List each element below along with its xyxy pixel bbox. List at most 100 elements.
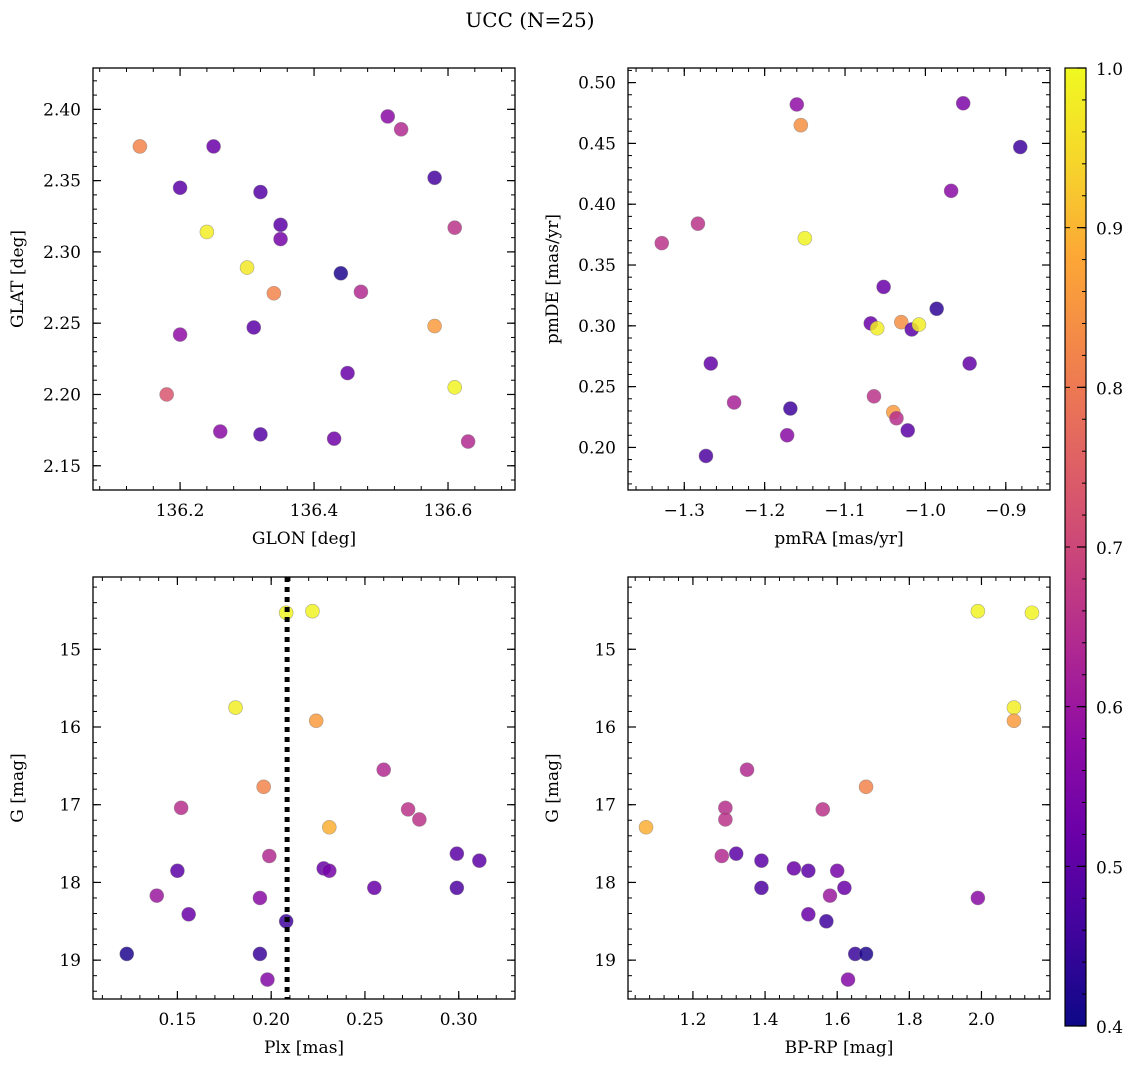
- scatter-point: [869, 320, 885, 336]
- scatter-point: [698, 448, 714, 464]
- scatter-point: [367, 880, 382, 896]
- scatter-point: [427, 170, 442, 186]
- x-axis-label: GLON [deg]: [252, 529, 356, 549]
- scatter-point: [449, 880, 465, 896]
- scatter-point: [837, 880, 852, 896]
- minor-ticks: [628, 577, 1050, 999]
- scatter-points: [132, 109, 476, 449]
- scatter-point: [132, 139, 148, 154]
- scatter-point: [447, 380, 463, 395]
- scatter-point: [779, 427, 795, 443]
- colorbar-tick-label: 0.8: [1096, 379, 1123, 399]
- y-tick-label: 0.20: [578, 438, 616, 458]
- scatter-point: [119, 946, 135, 962]
- y-tick-label: 2.25: [43, 314, 81, 334]
- minor-ticks: [93, 68, 515, 490]
- scatter-point: [1012, 139, 1028, 155]
- scatter-point: [754, 880, 769, 896]
- scatter-point: [970, 890, 986, 906]
- y-tick-label: 0.50: [578, 74, 616, 94]
- plot-frame: [92, 67, 516, 491]
- scatter-point: [447, 220, 463, 235]
- scatter-point: [308, 713, 324, 729]
- scatter-point: [955, 95, 971, 111]
- scatter-point: [819, 913, 834, 929]
- y-tick-label: 2.15: [43, 457, 81, 477]
- colorbar: 0.4 0.5 0.6 0.7 0.8 0.9 1.0: [1064, 60, 1123, 1038]
- colorbar-tick-label: 0.6: [1096, 699, 1123, 719]
- scatter-point: [199, 224, 215, 240]
- scatter-point: [333, 265, 349, 281]
- x-tick-label: 1.6: [824, 1010, 851, 1030]
- scatter-point: [728, 846, 744, 861]
- scatter-point: [1006, 713, 1022, 729]
- scatter-point: [858, 946, 874, 962]
- panel-1: 136.2 136.4 136.6 2.15 2.20 2.25 2.30 2.35 2.40 G…: [8, 67, 516, 549]
- x-tick-label: 1.2: [679, 1010, 706, 1030]
- plot-frame: [627, 576, 1051, 1000]
- y-tick-label: 16: [59, 718, 81, 738]
- x-axis-label: Plx [mas]: [264, 1038, 344, 1058]
- scatter-point: [783, 401, 798, 416]
- y-axis-label: GLAT [deg]: [8, 230, 28, 328]
- x-tick-label: 0.20: [252, 1010, 290, 1030]
- x-tick-label: 1.4: [752, 1010, 779, 1030]
- scatter-point: [754, 853, 769, 868]
- y-tick-label: 15: [59, 640, 81, 660]
- scatter-point: [718, 812, 733, 827]
- x-tick-label: 0.30: [440, 1010, 478, 1030]
- figure-title: UCC (N=25): [465, 8, 594, 32]
- scatter-point: [159, 387, 174, 402]
- y-axis-label: G [mag]: [8, 753, 28, 822]
- scatter-point: [380, 109, 396, 124]
- scatter-point: [353, 284, 369, 300]
- panel-3: 0.15 0.20 0.25 0.30 15 16 17 18 19 Plx [mas] G [ma…: [8, 576, 516, 1058]
- colorbar-tick-label: 0.4: [1096, 1018, 1123, 1038]
- x-tick-label: −1.3: [664, 501, 705, 521]
- scatter-point: [427, 318, 442, 334]
- y-tick-label: 17: [594, 796, 616, 816]
- plot-frame: [627, 67, 1051, 491]
- y-tick-label: 0.40: [578, 195, 616, 215]
- scatter-point: [400, 802, 416, 817]
- scatter-point: [228, 700, 243, 715]
- scatter-point: [181, 906, 196, 922]
- panel-4: 1.2 1.4 1.6 1.8 2.0 15 16 17 18 19 BP-RP [mag] G [m…: [543, 576, 1051, 1058]
- scatter-point: [172, 180, 188, 196]
- scatter-point: [172, 327, 188, 342]
- minor-ticks: [93, 577, 516, 999]
- x-tick-label: 136.4: [290, 501, 339, 521]
- scatter-point: [253, 427, 268, 442]
- scatter-point: [703, 356, 719, 371]
- scatter-point: [893, 314, 909, 330]
- scatter-point: [253, 184, 268, 200]
- scatter-point: [943, 183, 959, 199]
- scatter-point: [149, 888, 165, 903]
- scatter-point: [262, 848, 277, 864]
- y-tick-label: 2.20: [43, 385, 81, 405]
- scatter-point: [801, 906, 816, 922]
- scatter-point: [801, 863, 816, 879]
- scatter-point: [858, 779, 874, 795]
- scatter-point: [822, 888, 838, 903]
- scatter-point: [376, 762, 392, 778]
- x-tick-label: 0.25: [346, 1010, 384, 1030]
- x-tick-label: 136.6: [424, 501, 473, 521]
- y-axis-label: pmDE [mas/yr]: [543, 214, 563, 344]
- scatter-point: [472, 853, 487, 868]
- x-tick-label: −0.9: [985, 501, 1026, 521]
- x-tick-label: 2.0: [968, 1010, 995, 1030]
- scatter-point: [739, 762, 755, 778]
- y-tick-label: 16: [594, 718, 616, 738]
- scatter-points: [638, 603, 1040, 987]
- scatter-point: [889, 410, 904, 426]
- scatter-point: [252, 890, 268, 906]
- y-tick-label: 0.30: [578, 317, 616, 337]
- scatter-point: [326, 431, 342, 446]
- scatter-point: [273, 231, 288, 247]
- y-tick-label: 15: [594, 640, 616, 660]
- y-tick-label: 0.25: [578, 378, 616, 398]
- scatter-point: [212, 424, 228, 439]
- scatter-point: [393, 122, 409, 137]
